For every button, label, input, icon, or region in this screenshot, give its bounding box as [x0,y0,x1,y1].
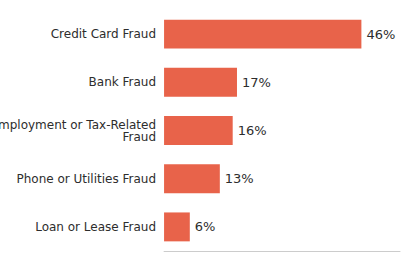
svg-text:Bank Fraud: Bank Fraud [89,75,157,89]
svg-text:17%: 17% [242,75,271,90]
svg-text:Phone or Utilities Fraud: Phone or Utilities Fraud [16,172,156,186]
svg-text:13%: 13% [225,171,254,186]
svg-text:Credit Card Fraud: Credit Card Fraud [51,27,156,41]
svg-text:6%: 6% [195,219,216,234]
svg-text:46%: 46% [366,27,395,42]
svg-text:Loan or Lease Fraud: Loan or Lease Fraud [35,220,156,234]
svg-text:Fraud: Fraud [123,130,157,144]
svg-text:16%: 16% [238,123,267,138]
